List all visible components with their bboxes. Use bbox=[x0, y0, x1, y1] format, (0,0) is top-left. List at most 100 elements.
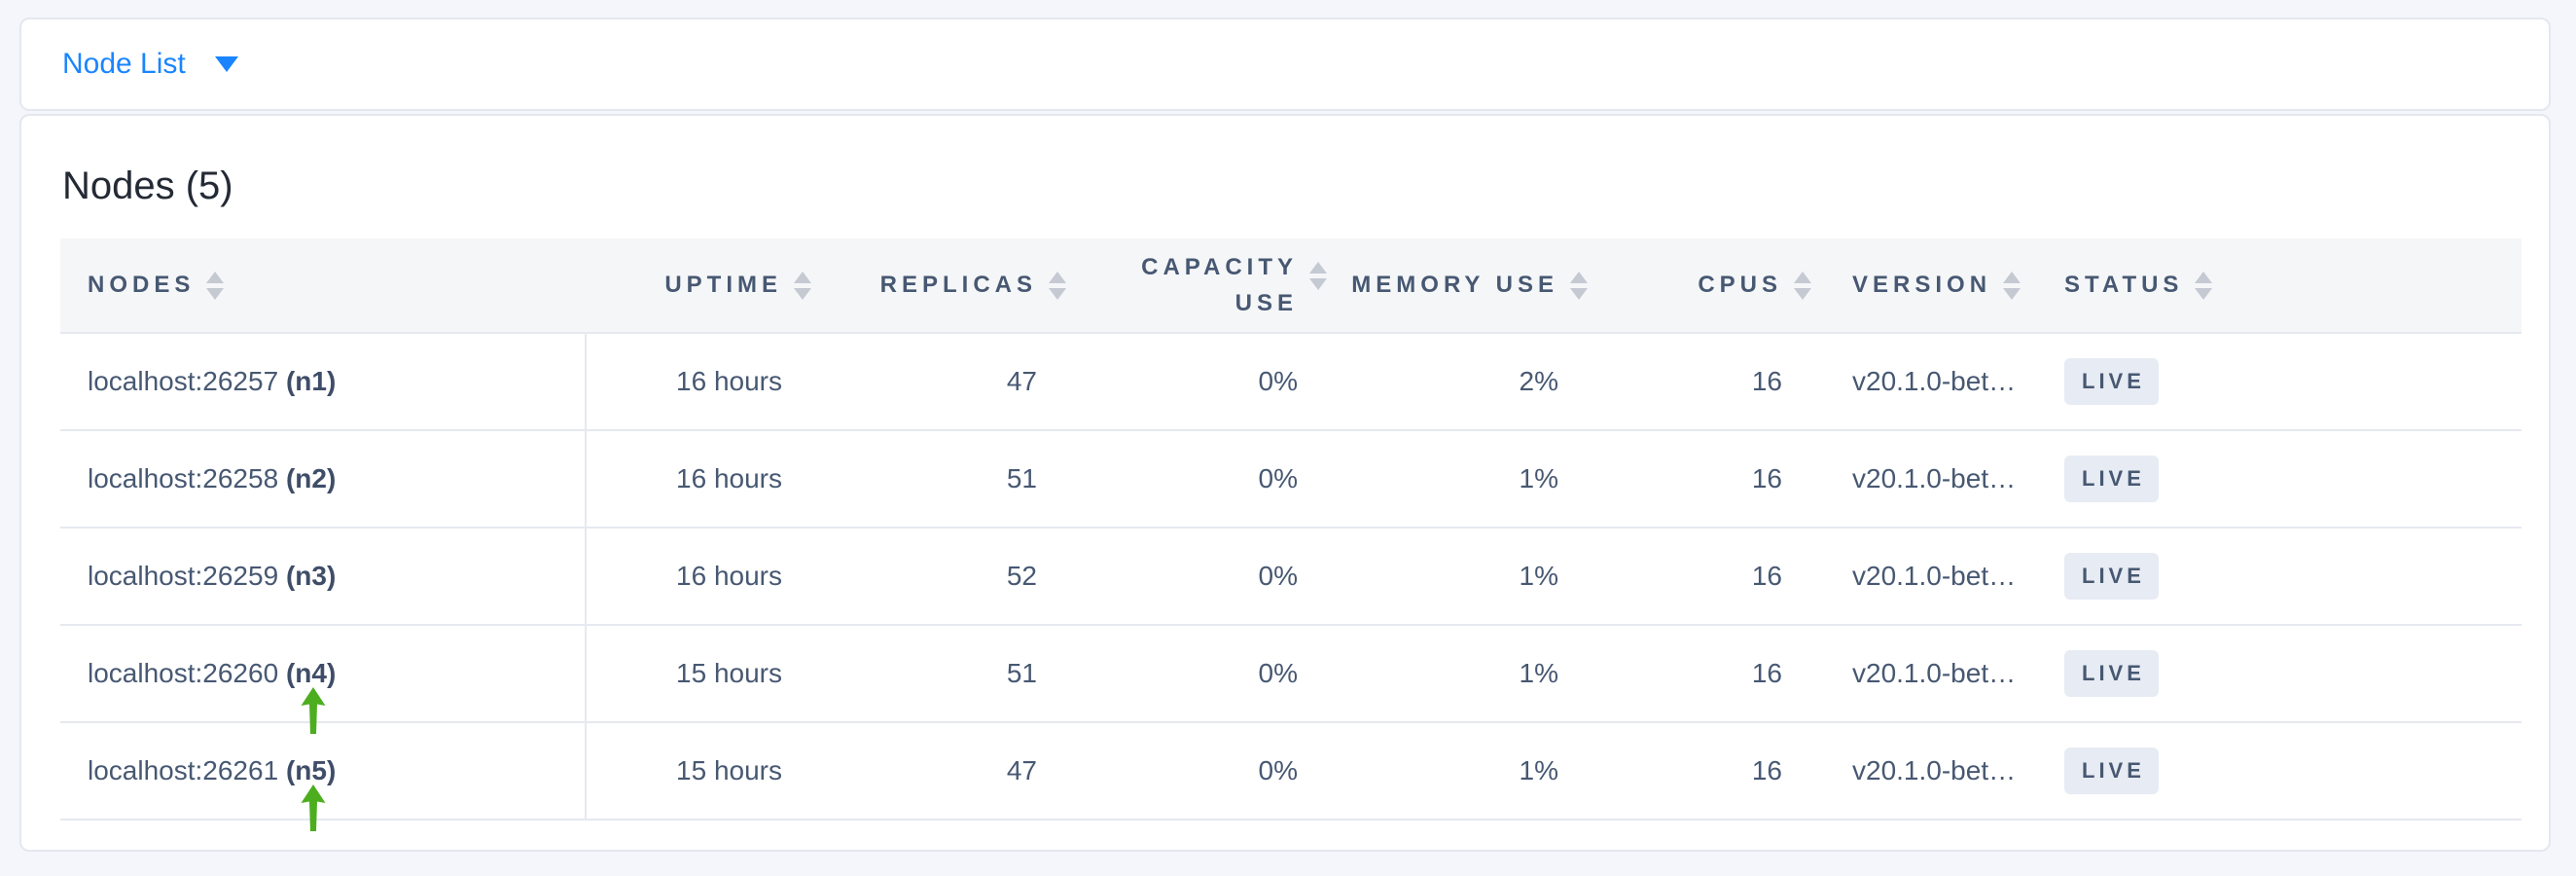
status-badge: LIVE bbox=[2064, 748, 2159, 794]
cell-status: LIVE bbox=[2045, 625, 2522, 723]
column-header-label: MEMORY USE bbox=[1351, 272, 1558, 298]
green-up-arrow-icon bbox=[301, 687, 326, 734]
cell-memory_use: 1% bbox=[1327, 430, 1588, 529]
column-header-uptime[interactable]: UPTIME bbox=[586, 238, 811, 334]
cell-replicas: 52 bbox=[811, 528, 1066, 626]
table-row[interactable]: localhost:26260 (n4) 15 hours 51 0% 1% 16 v20.… bbox=[60, 625, 2522, 734]
node-list-dropdown-label: Node List bbox=[62, 48, 186, 80]
sort-desc-icon bbox=[206, 287, 225, 300]
sort-desc-icon bbox=[794, 287, 811, 300]
nodes-table: NODES UPTIME REPLICAS CAPACITY USE MEMORY US… bbox=[60, 238, 2522, 831]
node-list-dropdown[interactable]: Node List bbox=[62, 48, 238, 81]
status-badge: LIVE bbox=[2064, 358, 2159, 405]
sort-asc-icon bbox=[1570, 271, 1588, 283]
status-badge: LIVE bbox=[2064, 456, 2159, 502]
sort-asc-icon bbox=[1049, 271, 1066, 283]
cell-uptime: 15 hours bbox=[586, 722, 811, 821]
page-title: Nodes (5) bbox=[62, 164, 233, 207]
column-header-memory_use[interactable]: MEMORY USE bbox=[1327, 238, 1588, 334]
sort-desc-icon bbox=[1309, 278, 1327, 290]
cell-uptime: 16 hours bbox=[586, 528, 811, 626]
sort-asc-icon bbox=[1309, 262, 1327, 274]
cell-cpus: 16 bbox=[1588, 333, 1811, 431]
sort-desc-icon bbox=[2003, 287, 2021, 300]
cell-capacity_use: 0% bbox=[1066, 430, 1327, 529]
column-header-label: VERSION bbox=[1852, 272, 1992, 298]
column-header-cpus[interactable]: CPUS bbox=[1588, 238, 1811, 334]
cell-nodes: localhost:26260 (n4) bbox=[60, 625, 587, 734]
sort-asc-icon bbox=[1794, 271, 1811, 283]
cell-replicas: 47 bbox=[811, 722, 1066, 821]
column-header-label: REPLICAS bbox=[879, 272, 1037, 298]
cell-nodes: localhost:26257 (n1) bbox=[60, 333, 587, 431]
sort-icon[interactable] bbox=[1309, 262, 1327, 290]
sort-asc-icon bbox=[2003, 271, 2021, 283]
sort-icon[interactable] bbox=[1049, 271, 1066, 300]
table-row[interactable]: localhost:26261 (n5) 15 hours 47 0% 1% 16 v20.… bbox=[60, 722, 2522, 831]
sort-asc-icon bbox=[794, 271, 811, 283]
table-row[interactable]: localhost:26258 (n2) 16 hours 51 0% 1% 16 v20.… bbox=[60, 430, 2522, 529]
nodes-card: Nodes (5) NODES UPTIME REPLICAS CAPACITY US… bbox=[19, 114, 2551, 852]
cell-uptime: 15 hours bbox=[586, 625, 811, 723]
node-address: localhost:26260 bbox=[88, 658, 286, 688]
column-header-status[interactable]: STATUS bbox=[2045, 238, 2522, 334]
cell-status: LIVE bbox=[2045, 722, 2522, 821]
cell-cpus: 16 bbox=[1588, 625, 1811, 723]
table-body: localhost:26257 (n1) 16 hours 47 0% 2% 16 v20.… bbox=[60, 333, 2522, 831]
node-address: localhost:26257 bbox=[88, 366, 286, 396]
cell-uptime: 16 hours bbox=[586, 430, 811, 529]
cell-version: v20.1.0-bet… bbox=[1811, 722, 2045, 821]
sort-icon[interactable] bbox=[1570, 271, 1588, 300]
caret-down-icon bbox=[214, 56, 238, 72]
cell-cpus: 16 bbox=[1588, 430, 1811, 529]
column-header-label: NODES bbox=[88, 272, 196, 298]
cell-version: v20.1.0-bet… bbox=[1811, 430, 2045, 529]
sort-icon[interactable] bbox=[1794, 271, 1811, 300]
cell-replicas: 51 bbox=[811, 625, 1066, 723]
cell-version: v20.1.0-bet… bbox=[1811, 333, 2045, 431]
column-header-version[interactable]: VERSION bbox=[1811, 238, 2045, 334]
cell-cpus: 16 bbox=[1588, 528, 1811, 626]
node-address: localhost:26259 bbox=[88, 561, 286, 591]
cell-status: LIVE bbox=[2045, 430, 2522, 529]
sort-icon[interactable] bbox=[2003, 271, 2021, 300]
status-badge: LIVE bbox=[2064, 553, 2159, 600]
sort-desc-icon bbox=[2195, 287, 2213, 300]
cell-replicas: 51 bbox=[811, 430, 1066, 529]
cell-memory_use: 2% bbox=[1327, 333, 1588, 431]
cell-nodes: localhost:26259 (n3) bbox=[60, 528, 587, 626]
status-badge: LIVE bbox=[2064, 650, 2159, 697]
cell-replicas: 47 bbox=[811, 333, 1066, 431]
cell-capacity_use: 0% bbox=[1066, 528, 1327, 626]
green-up-arrow-icon bbox=[301, 785, 326, 831]
sort-icon[interactable] bbox=[2195, 271, 2213, 300]
sort-icon[interactable] bbox=[794, 271, 811, 300]
cell-memory_use: 1% bbox=[1327, 722, 1588, 821]
node-id: (n5) bbox=[285, 755, 337, 785]
table-row[interactable]: localhost:26259 (n3) 16 hours 52 0% 1% 16 v20.… bbox=[60, 528, 2522, 626]
sort-icon[interactable] bbox=[206, 271, 225, 300]
sort-desc-icon bbox=[1049, 287, 1066, 300]
cell-status: LIVE bbox=[2045, 333, 2522, 431]
column-header-nodes[interactable]: NODES bbox=[60, 238, 586, 334]
sort-desc-icon bbox=[1794, 287, 1811, 300]
cell-memory_use: 1% bbox=[1327, 625, 1588, 723]
cell-cpus: 16 bbox=[1588, 722, 1811, 821]
table-row[interactable]: localhost:26257 (n1) 16 hours 47 0% 2% 16 v20.… bbox=[60, 333, 2522, 431]
column-header-capacity_use[interactable]: CAPACITY USE bbox=[1066, 238, 1327, 334]
node-id: (n2) bbox=[285, 463, 337, 493]
node-id: (n1) bbox=[285, 366, 337, 396]
column-header-label: CAPACITY USE bbox=[1141, 254, 1298, 316]
node-address: localhost:26261 bbox=[88, 755, 286, 785]
cell-version: v20.1.0-bet… bbox=[1811, 625, 2045, 723]
cell-capacity_use: 0% bbox=[1066, 722, 1327, 821]
cell-capacity_use: 0% bbox=[1066, 333, 1327, 431]
cell-uptime: 16 hours bbox=[586, 333, 811, 431]
cell-nodes: localhost:26258 (n2) bbox=[60, 430, 587, 529]
column-header-label: UPTIME bbox=[664, 272, 782, 298]
cell-version: v20.1.0-bet… bbox=[1811, 528, 2045, 626]
cell-nodes: localhost:26261 (n5) bbox=[60, 722, 587, 831]
page-topbar: Node List bbox=[19, 18, 2551, 111]
column-header-replicas[interactable]: REPLICAS bbox=[811, 238, 1066, 334]
column-header-label: CPUS bbox=[1698, 272, 1782, 298]
